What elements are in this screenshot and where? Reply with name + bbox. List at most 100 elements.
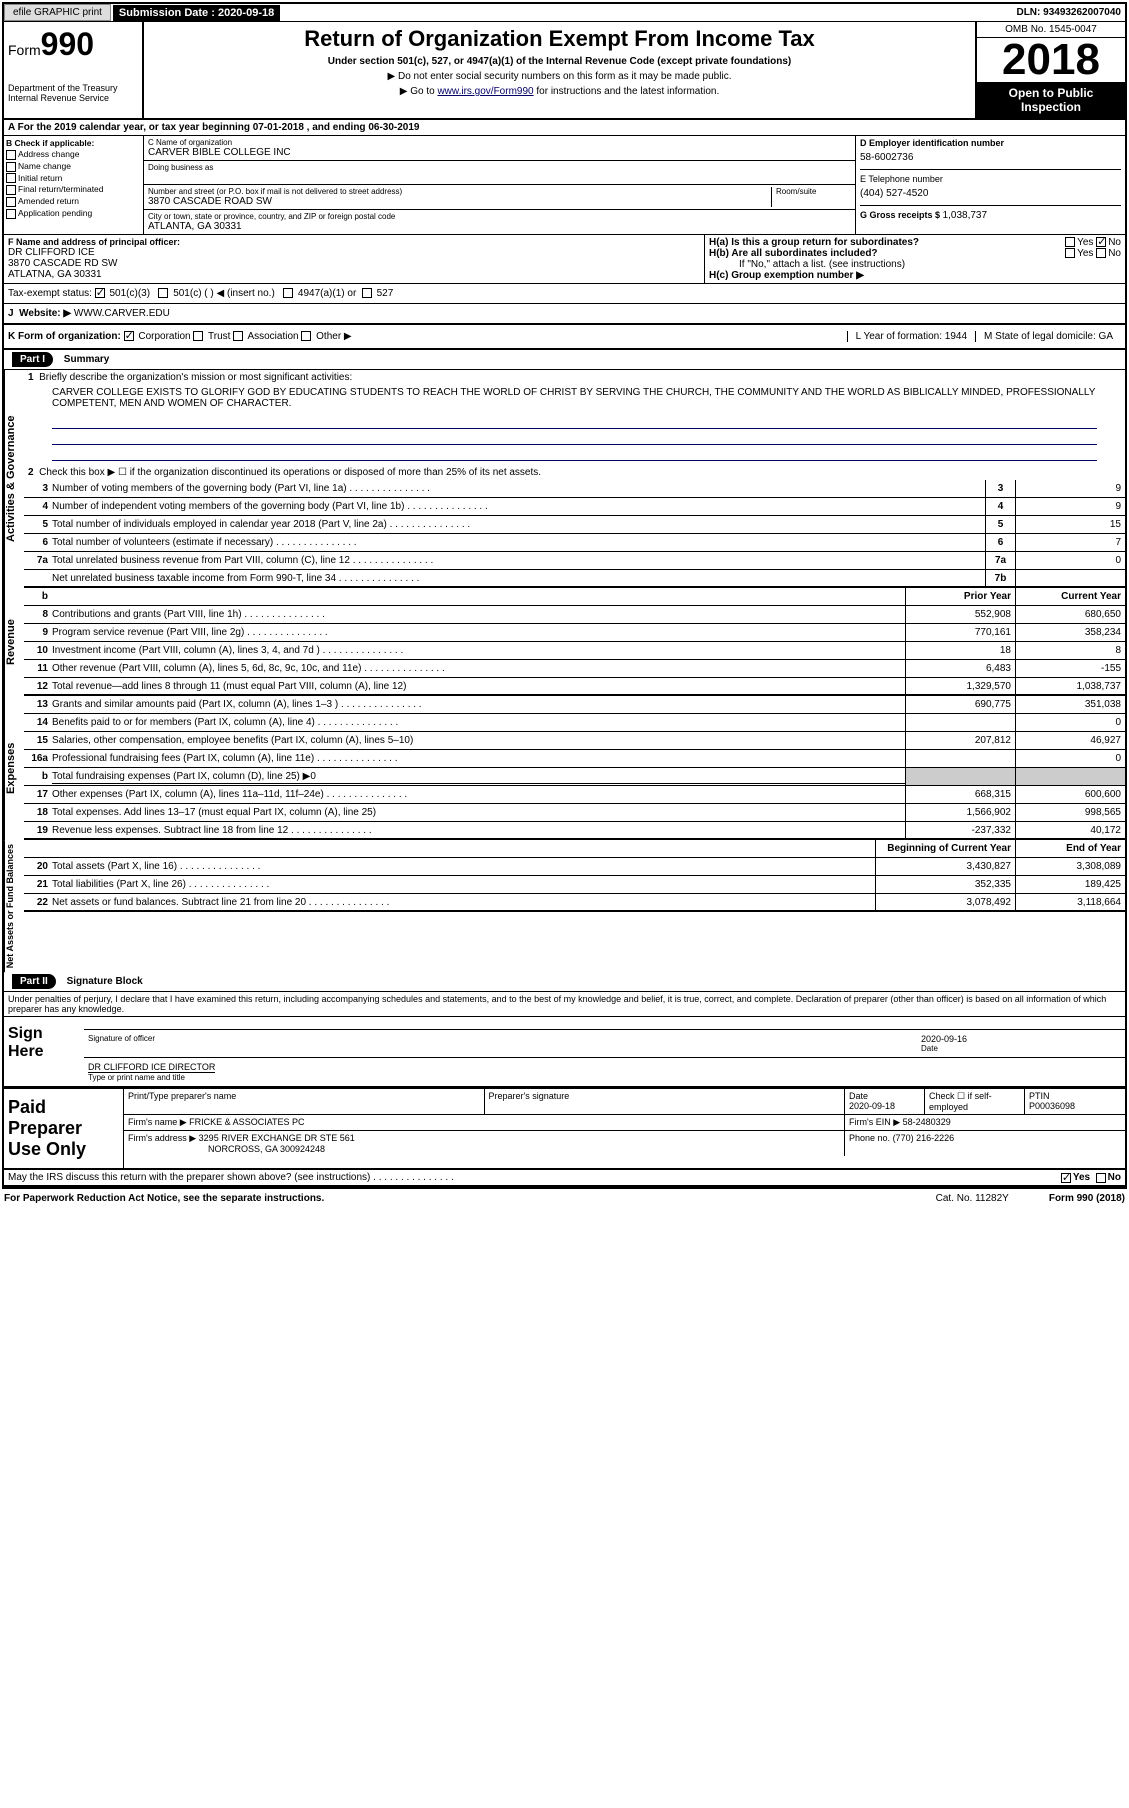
form-990: efile GRAPHIC print Submission Date : 20… xyxy=(2,2,1127,1189)
firm-name: FRICKE & ASSOCIATES PC xyxy=(189,1117,304,1127)
submission-date: Submission Date : 2020-09-18 xyxy=(113,5,280,21)
state-domicile: M State of legal domicile: GA xyxy=(975,331,1121,342)
website: WWW.CARVER.EDU xyxy=(74,308,170,319)
ein: 58-6002736 xyxy=(860,152,1121,163)
hb-no[interactable] xyxy=(1096,248,1106,258)
part1-header: Part I Summary xyxy=(4,350,1125,370)
firm-phone: (770) 216-2226 xyxy=(893,1133,955,1143)
declaration: Under penalties of perjury, I declare th… xyxy=(4,992,1125,1017)
footer-right: Form 990 (2018) xyxy=(1049,1193,1125,1204)
mission-text: CARVER COLLEGE EXISTS TO GLORIFY GOD BY … xyxy=(24,385,1125,411)
header-left: Form990 Department of the Treasury Inter… xyxy=(4,22,144,118)
officer-addr: 3870 CASCADE RD SW xyxy=(8,258,700,269)
col-b: B Check if applicable: Address change Na… xyxy=(4,136,144,234)
current-year-header: Current Year xyxy=(1015,588,1125,605)
net-section: Net Assets or Fund Balances Beginning of… xyxy=(4,840,1125,972)
ein-label: D Employer identification number xyxy=(860,138,1121,148)
k-corp[interactable] xyxy=(124,331,134,341)
side-expenses: Expenses xyxy=(4,696,24,840)
discuss-yes[interactable] xyxy=(1061,1173,1071,1183)
header-center: Return of Organization Exempt From Incom… xyxy=(144,22,975,118)
irs-link[interactable]: www.irs.gov/Form990 xyxy=(437,86,533,97)
end-header: End of Year xyxy=(1015,840,1125,857)
col-d: D Employer identification number 58-6002… xyxy=(855,136,1125,234)
k-other[interactable] xyxy=(301,331,311,341)
org-city: ATLANTA, GA 30331 xyxy=(148,221,851,232)
sign-here: Sign Here xyxy=(4,1017,84,1086)
info-grid: B Check if applicable: Address change Na… xyxy=(4,136,1125,235)
activities-section: Activities & Governance 1 Briefly descri… xyxy=(4,370,1125,588)
gross-val: 1,038,737 xyxy=(943,210,988,221)
tax-4947[interactable] xyxy=(283,288,293,298)
side-activities: Activities & Governance xyxy=(4,370,24,588)
officer-row: F Name and address of principal officer:… xyxy=(4,235,1125,284)
room: Room/suite xyxy=(771,187,851,207)
top-bar: efile GRAPHIC print Submission Date : 20… xyxy=(4,4,1125,22)
expenses-section: Expenses 13Grants and similar amounts pa… xyxy=(4,696,1125,840)
hc: H(c) Group exemption number ▶ xyxy=(709,270,864,281)
tax-527[interactable] xyxy=(362,288,372,298)
c-label: C Name of organization xyxy=(148,138,851,147)
tax-501c3[interactable] xyxy=(95,288,105,298)
sig-date: 2020-09-16 xyxy=(921,1034,1121,1044)
sig-label: Signature of officer xyxy=(88,1034,921,1053)
revenue-section: Revenue bPrior YearCurrent Year 8Contrib… xyxy=(4,588,1125,696)
org-name: CARVER BIBLE COLLEGE INC xyxy=(148,147,851,158)
checkb-title: B Check if applicable: xyxy=(6,138,141,148)
sig-name: DR CLIFFORD ICE DIRECTOR xyxy=(88,1062,215,1073)
ha-yes[interactable] xyxy=(1065,237,1075,247)
tax-501c[interactable] xyxy=(158,288,168,298)
hnote: If "No," attach a list. (see instruction… xyxy=(739,259,1121,270)
tax-status: Tax-exempt status: 501(c)(3) 501(c) ( ) … xyxy=(4,284,1125,304)
footer: For Paperwork Reduction Act Notice, see … xyxy=(0,1191,1129,1206)
tax-year: 2018 xyxy=(977,38,1125,82)
k-assoc[interactable] xyxy=(233,331,243,341)
sign-section: Sign Here Signature of officer 2020-09-1… xyxy=(4,1017,1125,1087)
paid-title: Paid Preparer Use Only xyxy=(4,1089,124,1168)
part2-header: Part II Signature Block xyxy=(4,972,1125,992)
ha: H(a) Is this a group return for subordin… xyxy=(709,237,919,248)
inspection: Open to Public Inspection xyxy=(977,82,1125,118)
discuss-no[interactable] xyxy=(1096,1173,1106,1183)
footer-mid: Cat. No. 11282Y xyxy=(936,1193,1009,1204)
firm-ein: 58-2480329 xyxy=(903,1117,951,1127)
officer-label: F Name and address of principal officer: xyxy=(8,237,700,247)
phone: (404) 527-4520 xyxy=(860,188,1121,199)
hb-yes[interactable] xyxy=(1065,248,1075,258)
city-label: City or town, state or province, country… xyxy=(148,212,851,221)
addr-label: Number and street (or P.O. box if mail i… xyxy=(148,187,771,196)
year-formation: L Year of formation: 1944 xyxy=(847,331,975,342)
sub1: Under section 501(c), 527, or 4947(a)(1)… xyxy=(148,56,971,67)
officer-name: DR CLIFFORD ICE xyxy=(8,247,700,258)
hb: H(b) Are all subordinates included? xyxy=(709,248,878,259)
sub3: ▶ Go to www.irs.gov/Form990 for instruct… xyxy=(148,86,971,97)
dept: Department of the Treasury Internal Reve… xyxy=(8,83,138,103)
side-revenue: Revenue xyxy=(4,588,24,696)
k-trust[interactable] xyxy=(193,331,203,341)
sub2: ▶ Do not enter social security numbers o… xyxy=(148,71,971,82)
q2: Check this box ▶ ☐ if the organization d… xyxy=(39,467,541,478)
dba-label: Doing business as xyxy=(148,163,851,172)
form-title: Return of Organization Exempt From Incom… xyxy=(148,26,971,52)
k-row: K Form of organization: Corporation Trus… xyxy=(4,325,1125,350)
website-row: J Website: ▶ WWW.CARVER.EDU xyxy=(4,304,1125,325)
gross-label: G Gross receipts $ xyxy=(860,210,943,220)
efile-button[interactable]: efile GRAPHIC print xyxy=(4,4,111,21)
footer-left: For Paperwork Reduction Act Notice, see … xyxy=(4,1193,324,1204)
prior-year-header: Prior Year xyxy=(905,588,1015,605)
paid-preparer: Paid Preparer Use Only Print/Type prepar… xyxy=(4,1087,1125,1170)
period: A For the 2019 calendar year, or tax yea… xyxy=(4,120,1125,136)
dln: DLN: 93493262007040 xyxy=(1016,7,1125,18)
firm-addr: 3295 RIVER EXCHANGE DR STE 561 xyxy=(199,1133,355,1143)
begin-header: Beginning of Current Year xyxy=(875,840,1015,857)
discuss-row: May the IRS discuss this return with the… xyxy=(4,1170,1125,1187)
officer-city: ATLATNA, GA 30331 xyxy=(8,269,700,280)
col-c: C Name of organization CARVER BIBLE COLL… xyxy=(144,136,855,234)
phone-label: E Telephone number xyxy=(860,174,1121,184)
q1: Briefly describe the organization's miss… xyxy=(39,372,352,383)
form-header: Form990 Department of the Treasury Inter… xyxy=(4,22,1125,120)
ha-no[interactable] xyxy=(1096,237,1106,247)
side-net: Net Assets or Fund Balances xyxy=(4,840,24,972)
org-addr: 3870 CASCADE ROAD SW xyxy=(148,196,771,207)
header-right: OMB No. 1545-0047 2018 Open to Public In… xyxy=(975,22,1125,118)
